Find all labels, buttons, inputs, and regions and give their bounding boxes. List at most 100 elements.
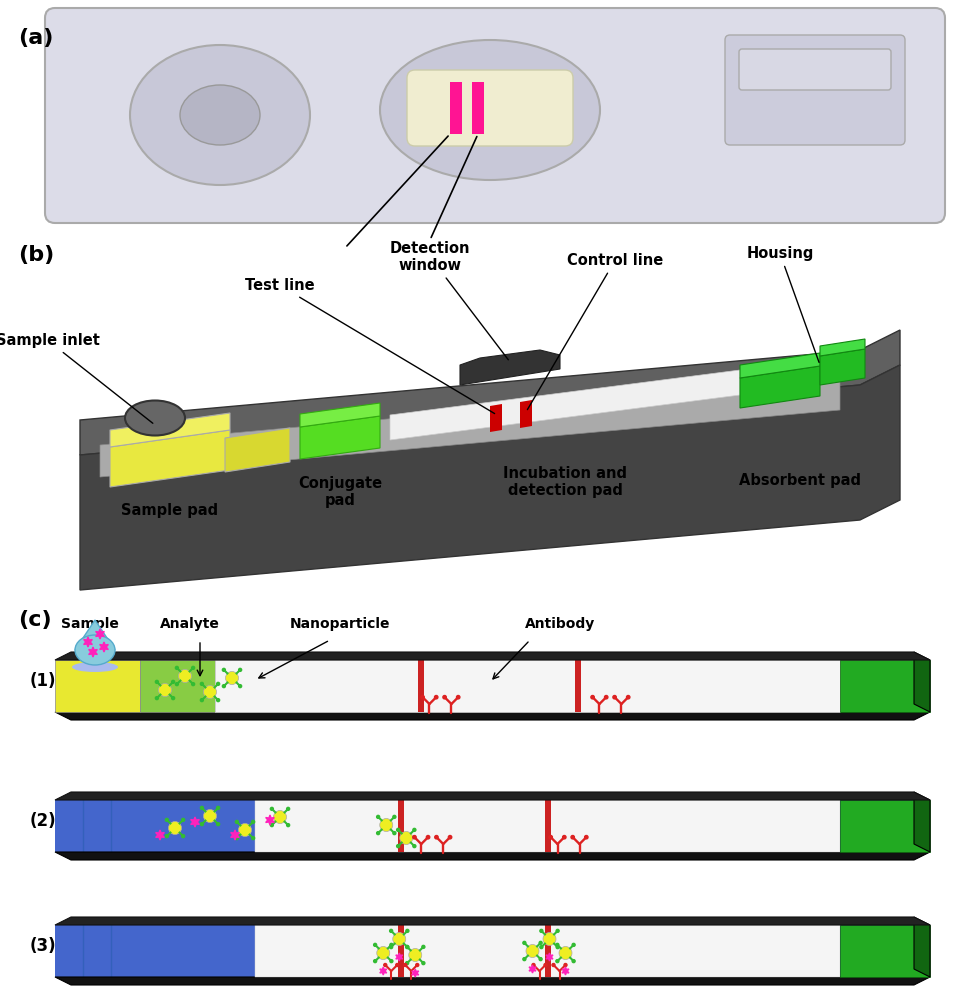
Ellipse shape <box>72 662 118 672</box>
Polygon shape <box>490 404 502 432</box>
Ellipse shape <box>396 963 399 966</box>
Ellipse shape <box>235 836 238 839</box>
Ellipse shape <box>572 943 575 946</box>
Ellipse shape <box>155 697 158 700</box>
Ellipse shape <box>556 960 559 963</box>
Text: Control line: Control line <box>527 253 663 410</box>
Polygon shape <box>390 370 740 440</box>
Ellipse shape <box>380 40 600 180</box>
Ellipse shape <box>552 963 555 966</box>
Text: Absorbent pad: Absorbent pad <box>739 473 861 488</box>
Polygon shape <box>820 349 865 385</box>
Text: (a): (a) <box>18 28 54 48</box>
Ellipse shape <box>540 929 543 932</box>
Ellipse shape <box>406 962 409 965</box>
Ellipse shape <box>270 808 273 811</box>
Ellipse shape <box>225 672 239 685</box>
Text: Test line: Test line <box>245 278 494 414</box>
Ellipse shape <box>172 680 175 683</box>
Polygon shape <box>529 965 536 973</box>
Ellipse shape <box>543 932 556 945</box>
Ellipse shape <box>443 696 447 699</box>
Ellipse shape <box>390 960 393 963</box>
Ellipse shape <box>435 696 438 699</box>
Bar <box>398 925 405 977</box>
Polygon shape <box>89 647 98 657</box>
Text: Incubation and
detection pad: Incubation and detection pad <box>503 466 627 498</box>
Text: Conjugate
pad: Conjugate pad <box>298 476 382 508</box>
Ellipse shape <box>400 831 412 844</box>
Polygon shape <box>55 852 930 860</box>
Ellipse shape <box>390 943 393 946</box>
Ellipse shape <box>192 666 195 669</box>
Bar <box>544 800 551 852</box>
Ellipse shape <box>216 807 219 810</box>
Ellipse shape <box>379 819 393 831</box>
Ellipse shape <box>448 835 451 838</box>
Ellipse shape <box>192 683 195 686</box>
Ellipse shape <box>435 835 438 838</box>
Polygon shape <box>80 365 900 590</box>
Ellipse shape <box>556 945 559 948</box>
Ellipse shape <box>406 945 409 948</box>
Ellipse shape <box>222 668 225 671</box>
Polygon shape <box>820 339 865 356</box>
Ellipse shape <box>390 945 393 948</box>
Ellipse shape <box>591 696 595 699</box>
Polygon shape <box>914 652 930 712</box>
Ellipse shape <box>159 684 172 697</box>
Ellipse shape <box>412 835 416 838</box>
Polygon shape <box>520 400 532 428</box>
Ellipse shape <box>544 963 547 966</box>
Ellipse shape <box>376 831 379 834</box>
Bar <box>450 82 462 134</box>
Ellipse shape <box>390 929 393 932</box>
Ellipse shape <box>125 401 185 436</box>
Polygon shape <box>55 652 930 660</box>
Ellipse shape <box>178 670 191 683</box>
Ellipse shape <box>613 696 616 699</box>
Ellipse shape <box>201 682 204 685</box>
Ellipse shape <box>201 699 204 702</box>
Polygon shape <box>740 366 820 408</box>
Text: (3): (3) <box>30 937 57 955</box>
Polygon shape <box>225 428 290 472</box>
Polygon shape <box>84 637 93 647</box>
Text: Sample: Sample <box>61 617 119 631</box>
Ellipse shape <box>166 834 169 837</box>
Ellipse shape <box>406 945 409 948</box>
Ellipse shape <box>176 683 178 686</box>
Polygon shape <box>55 977 930 985</box>
Ellipse shape <box>222 685 225 688</box>
Polygon shape <box>411 969 418 977</box>
Polygon shape <box>100 378 840 477</box>
Ellipse shape <box>397 829 400 831</box>
Ellipse shape <box>422 962 425 965</box>
Ellipse shape <box>421 696 424 699</box>
Bar <box>55 660 140 712</box>
FancyBboxPatch shape <box>407 70 573 146</box>
Ellipse shape <box>252 836 254 839</box>
Ellipse shape <box>239 668 242 671</box>
Ellipse shape <box>376 816 379 819</box>
Ellipse shape <box>526 944 539 957</box>
Polygon shape <box>110 413 230 447</box>
Ellipse shape <box>406 929 409 932</box>
Text: (1): (1) <box>30 672 57 690</box>
Polygon shape <box>156 830 165 840</box>
Polygon shape <box>300 403 380 427</box>
Ellipse shape <box>397 844 400 847</box>
Ellipse shape <box>239 685 242 688</box>
Text: Detection
window: Detection window <box>390 240 508 360</box>
Ellipse shape <box>287 808 290 811</box>
Ellipse shape <box>176 666 178 669</box>
Polygon shape <box>460 350 560 385</box>
Polygon shape <box>80 330 900 455</box>
Ellipse shape <box>540 945 543 948</box>
Text: Analyte: Analyte <box>160 617 220 631</box>
Text: Antibody: Antibody <box>525 617 595 631</box>
Text: Nanoparticle: Nanoparticle <box>290 617 390 631</box>
Ellipse shape <box>169 822 181 834</box>
FancyBboxPatch shape <box>725 35 905 145</box>
Ellipse shape <box>204 686 216 699</box>
